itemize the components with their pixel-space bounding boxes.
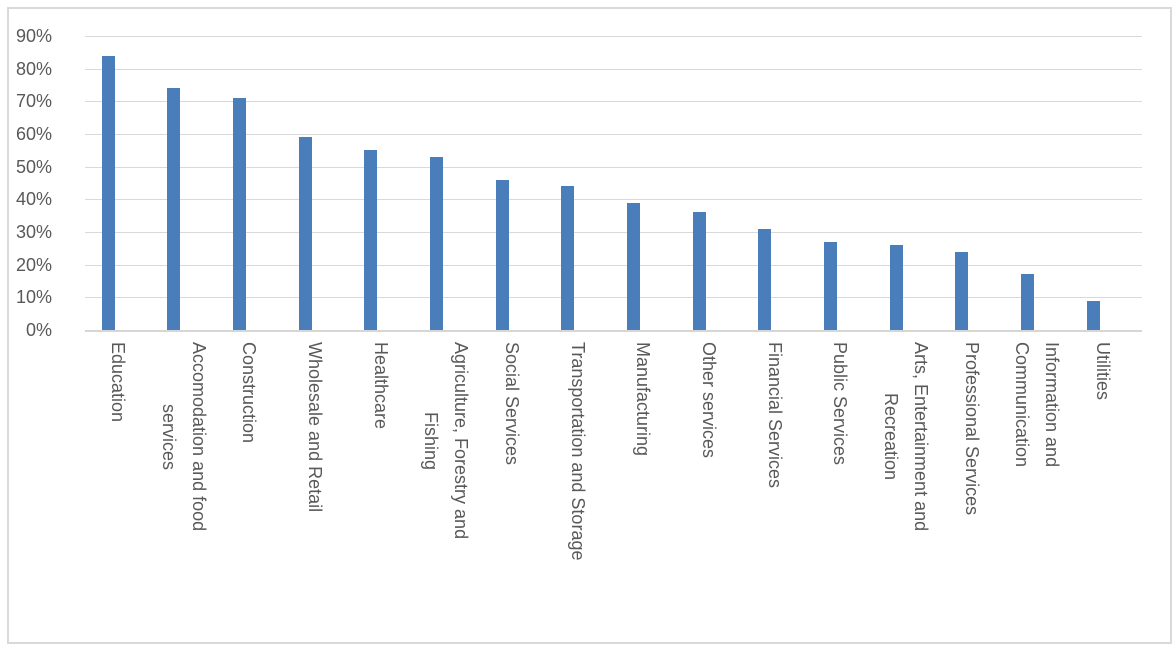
x-axis-category-label-transportation-and-storage: Transportation and Storage (568, 342, 588, 561)
y-axis-tick-label-0%: 0% (25, 320, 52, 340)
gridline-10% (85, 297, 1142, 298)
x-axis-category-label-education: Education (108, 342, 128, 423)
x-axis-category-label-wholesale-and-retail: Wholesale and Retail (305, 342, 325, 513)
gridline-90% (85, 36, 1142, 37)
x-axis-category-label-arts-entertainment-and: Arts, Entertainment and Recreation (881, 342, 931, 532)
x-axis-category-label-accomodation-and-food: Accomodation and food services (159, 342, 209, 532)
x-axis-category-label-agriculture-forestry-and: Agriculture, Forestry and Fishing (421, 342, 471, 540)
x-axis-category-label-utilities: Utilities (1093, 342, 1113, 401)
bar-financial-services (758, 229, 771, 330)
x-axis-category-label-healthcare: Healthcare (371, 342, 391, 430)
bar-accomodation-and-food (167, 88, 180, 330)
x-axis-category-label-information-and: Information and Communication (1012, 342, 1062, 468)
bar-healthcare (364, 150, 377, 330)
bar-other-services (693, 212, 706, 330)
gridline-80% (85, 69, 1142, 70)
y-axis-tick-label-60%: 60% (15, 124, 52, 144)
x-axis-line (85, 330, 1142, 332)
x-axis-category-label-other-services: Other services (699, 342, 719, 459)
chart-frame: 0% 10% 20% 30% 40% 50% 60% 70% 80% 90% Education Ac… (7, 7, 1172, 644)
gridline-60% (85, 134, 1142, 135)
plot-area: 0% 10% 20% 30% 40% 50% 60% 70% 80% 90% Education Ac… (9, 9, 1170, 642)
gridline-20% (85, 265, 1142, 266)
bar-wholesale-and-retail (299, 137, 312, 330)
y-axis-tick-label-50%: 50% (15, 157, 52, 177)
x-axis-category-label-public-services: Public Services (830, 342, 850, 466)
bar-professional-services (955, 252, 968, 330)
bar-arts-entertainment-and (890, 245, 903, 330)
x-axis-category-label-professional-services: Professional Services (962, 342, 982, 516)
y-axis-tick-label-70%: 70% (15, 91, 52, 111)
bar-utilities (1087, 301, 1100, 330)
y-axis-tick-label-80%: 80% (15, 59, 52, 79)
bar-public-services (824, 242, 837, 330)
gridline-50% (85, 167, 1142, 168)
bar-agriculture-forestry-and (430, 157, 443, 330)
y-axis-tick-label-20%: 20% (15, 255, 52, 275)
bar-information-and (1021, 274, 1034, 330)
gridline-30% (85, 232, 1142, 233)
bar-education (102, 56, 115, 330)
x-axis-category-label-social-services: Social Services (502, 342, 522, 466)
x-axis-category-label-construction: Construction (239, 342, 259, 444)
x-axis-category-label-manufacturing: Manufacturing (633, 342, 653, 457)
y-axis-tick-label-30%: 30% (15, 222, 52, 242)
y-axis-tick-label-40%: 40% (15, 189, 52, 209)
gridline-40% (85, 199, 1142, 200)
bar-transportation-and-storage (561, 186, 574, 330)
y-axis-tick-label-10%: 10% (15, 287, 52, 307)
bar-manufacturing (627, 203, 640, 330)
y-axis-tick-label-90%: 90% (15, 26, 52, 46)
bar-construction (233, 98, 246, 330)
bar-social-services (496, 180, 509, 330)
x-axis-category-label-financial-services: Financial Services (765, 342, 785, 489)
gridline-70% (85, 101, 1142, 102)
